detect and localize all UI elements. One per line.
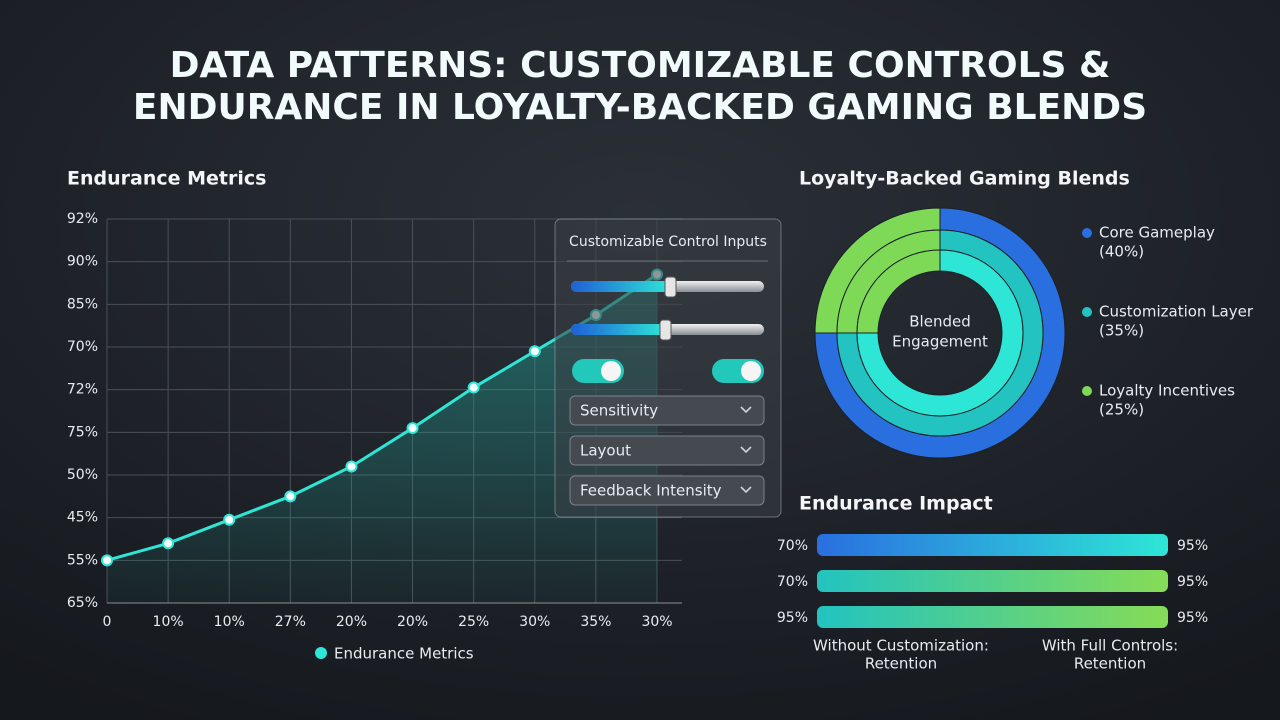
right-value-label: 95% [1177, 538, 1208, 554]
dropdown[interactable]: Feedback Intensity [569, 475, 765, 506]
point [345, 460, 358, 473]
y-tick-label: 72% [67, 382, 98, 398]
legend-label: Core Gameplay [1099, 224, 1215, 242]
chevron [740, 486, 752, 494]
left-value-label: 70% [777, 538, 808, 554]
point [162, 537, 175, 550]
chart-title: Endurance Metrics [67, 168, 266, 190]
chart-title: Endurance Impact [799, 493, 993, 515]
x-tick-label: 20% [336, 614, 367, 630]
left-value-label: 95% [777, 610, 808, 626]
bar [817, 534, 1168, 556]
right-value-label: 95% [1177, 610, 1208, 626]
right-value-label: 95% [1177, 574, 1208, 590]
y-tick-label: 65% [67, 595, 98, 611]
legend-value: (40%) [1099, 243, 1144, 261]
y-tick-label: 70% [67, 339, 98, 355]
caption: Without Customization: [813, 637, 989, 655]
x-tick-label: 20% [397, 614, 428, 630]
point [406, 422, 419, 435]
control-panel: Customizable Control Inputs Sensitivity … [554, 218, 782, 518]
bar [817, 606, 1168, 628]
slider-fill [571, 324, 666, 335]
legend-label: Loyalty Incentives [1099, 382, 1235, 400]
legend-value: (25%) [1099, 401, 1144, 419]
center-label: Blended [909, 313, 970, 331]
slider-thumb[interactable] [659, 319, 672, 341]
x-tick-label: 25% [458, 614, 489, 630]
y-tick-label: 85% [67, 296, 98, 312]
y-tick-label: 55% [67, 552, 98, 568]
panel-title: Customizable Control Inputs [569, 234, 767, 250]
dropdown-box[interactable] [569, 435, 765, 466]
x-tick-label: 10% [214, 614, 245, 630]
area [107, 274, 657, 603]
y-tick-label: 92% [67, 211, 98, 227]
chevron [740, 406, 752, 414]
x-tick-label: 30% [519, 614, 550, 630]
bar [817, 570, 1168, 592]
center-label: Engagement [892, 333, 988, 351]
legend-label: Endurance Metrics [334, 645, 474, 663]
x-tick-label: 27% [275, 614, 306, 630]
dropdown-box[interactable] [569, 395, 765, 426]
slider-fill [571, 281, 671, 292]
x-tick-label: 30% [641, 614, 672, 630]
y-tick-label: 45% [67, 510, 98, 526]
point [467, 381, 480, 394]
left-value-label: 70% [777, 574, 808, 590]
chevron [740, 446, 752, 454]
point [101, 554, 113, 567]
caption: Retention [1074, 655, 1146, 673]
dropdown-label: Feedback Intensity [580, 482, 722, 500]
legend-swatch [1082, 386, 1092, 396]
caption: Retention [865, 655, 937, 673]
dropdown-label: Layout [580, 442, 631, 460]
donut-ring [856, 249, 1024, 417]
y-tick-label: 50% [67, 467, 98, 483]
y-tick-label: 75% [67, 424, 98, 440]
point [284, 490, 297, 503]
dropdown-label: Sensitivity [580, 402, 658, 420]
x-tick-label: 10% [153, 614, 184, 630]
legend-swatch [1082, 307, 1092, 317]
dropdown[interactable]: Layout [569, 435, 765, 466]
toggle-knob [601, 361, 621, 381]
donut-segment [856, 249, 941, 334]
x-tick-label: 35% [580, 614, 611, 630]
point [223, 513, 236, 526]
legend-value: (35%) [1099, 322, 1144, 340]
chart-title: Loyalty-Backed Gaming Blends [799, 168, 1130, 190]
title-line: ENDURANCE IN LOYALTY-BACKED GAMING BLEND… [133, 87, 1147, 128]
caption: With Full Controls: [1042, 637, 1178, 655]
toggle-knob [741, 361, 761, 381]
legend-swatch [315, 647, 327, 659]
x-tick-label: 0 [103, 614, 112, 630]
title-line: DATA PATTERNS: CUSTOMIZABLE CONTROLS & [170, 45, 1111, 86]
dropdown[interactable]: Sensitivity [569, 395, 765, 426]
legend-swatch [1082, 228, 1092, 238]
y-tick-label: 90% [67, 254, 98, 270]
point [528, 345, 541, 358]
legend-label: Customization Layer [1099, 303, 1254, 321]
slider-thumb[interactable] [664, 276, 677, 298]
dropdown-box[interactable] [569, 475, 765, 506]
